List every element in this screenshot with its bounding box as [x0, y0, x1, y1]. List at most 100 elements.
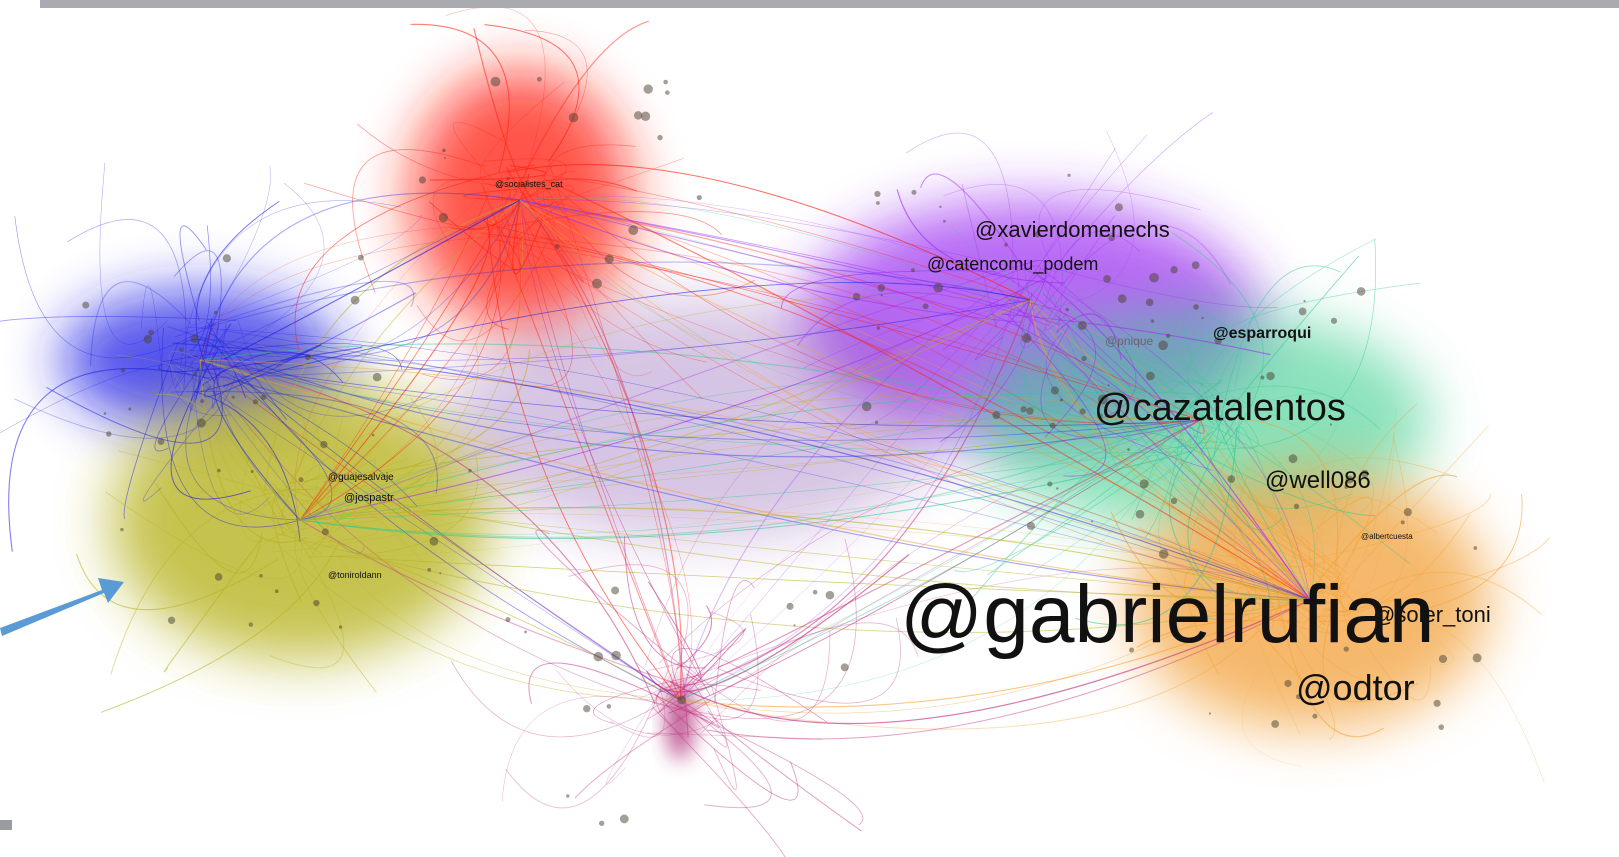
node	[605, 255, 614, 264]
node	[1149, 273, 1159, 283]
node	[1166, 334, 1170, 338]
node	[611, 586, 619, 594]
node	[911, 268, 915, 272]
node	[1170, 266, 1177, 273]
node	[1284, 680, 1291, 687]
node	[620, 815, 629, 824]
network-graph: @socialistes_cat @xavierdomenechs @caten…	[0, 0, 1619, 857]
node	[158, 438, 165, 445]
node	[1127, 448, 1130, 451]
node	[992, 411, 1000, 419]
node	[1473, 546, 1477, 550]
node	[144, 335, 153, 344]
node	[200, 399, 204, 403]
node	[524, 631, 527, 634]
node	[1140, 479, 1149, 488]
node	[813, 590, 818, 595]
node	[1118, 294, 1127, 303]
node-label: @gabrielrufian	[900, 569, 1435, 660]
node	[339, 625, 342, 628]
node	[320, 441, 327, 448]
node	[104, 412, 107, 415]
node	[1159, 549, 1169, 559]
node	[351, 296, 360, 305]
node	[881, 294, 883, 296]
node	[223, 254, 231, 262]
node	[491, 77, 501, 87]
node	[1439, 655, 1447, 663]
node	[1193, 304, 1199, 310]
node	[249, 622, 253, 626]
node	[1136, 510, 1145, 519]
node	[657, 135, 662, 140]
node-label: @cazatalentos	[1094, 387, 1346, 429]
node	[583, 705, 590, 712]
node	[593, 652, 603, 662]
node-label: @socialistes_cat	[495, 179, 563, 189]
node-label: @pnique	[1105, 334, 1154, 348]
node	[1260, 376, 1264, 380]
node	[939, 206, 941, 208]
node	[911, 190, 916, 195]
node	[1331, 318, 1337, 324]
node	[1266, 372, 1274, 380]
node	[877, 284, 885, 292]
node	[193, 372, 197, 376]
node	[179, 348, 183, 352]
node	[128, 408, 131, 411]
node	[665, 90, 670, 95]
node-label: @guajesalvaje	[328, 472, 394, 483]
node	[217, 469, 221, 473]
node-label: @esparroqui	[1213, 325, 1311, 342]
node	[1103, 275, 1111, 283]
node	[322, 528, 329, 535]
node	[943, 220, 946, 223]
node	[427, 568, 431, 572]
node	[419, 176, 426, 183]
node-label: @toniroldann	[328, 570, 382, 580]
node	[1438, 724, 1444, 730]
node	[923, 303, 929, 309]
node	[555, 244, 560, 249]
node	[358, 255, 364, 261]
node	[1473, 653, 1482, 662]
node	[442, 149, 446, 153]
node-label: @odtor	[1296, 667, 1415, 708]
node	[439, 213, 448, 222]
node	[253, 399, 258, 404]
node	[168, 617, 175, 624]
node-label: @jospastr	[344, 492, 394, 504]
top-bar	[40, 0, 1619, 8]
node	[214, 311, 218, 315]
node	[1404, 508, 1412, 516]
node	[1357, 287, 1366, 296]
node	[1151, 319, 1154, 322]
node	[1079, 408, 1085, 414]
node	[1146, 372, 1155, 381]
node	[241, 381, 244, 384]
node	[876, 201, 880, 205]
node	[275, 589, 279, 593]
node	[1108, 384, 1110, 386]
node	[444, 157, 446, 159]
node	[933, 283, 943, 293]
node	[1158, 341, 1168, 351]
node	[599, 821, 604, 826]
node	[251, 470, 254, 473]
node	[1004, 243, 1008, 247]
node	[677, 696, 686, 705]
node	[120, 528, 123, 531]
node	[1091, 520, 1093, 522]
node	[1271, 720, 1279, 728]
node	[1047, 481, 1052, 486]
node	[1171, 498, 1177, 504]
node	[1022, 333, 1032, 343]
node	[1192, 261, 1200, 269]
node	[106, 431, 111, 436]
node	[305, 354, 311, 360]
left-edge-mark	[0, 820, 12, 830]
node	[592, 279, 602, 289]
node	[1051, 386, 1059, 394]
node	[862, 402, 872, 412]
node	[875, 421, 878, 424]
